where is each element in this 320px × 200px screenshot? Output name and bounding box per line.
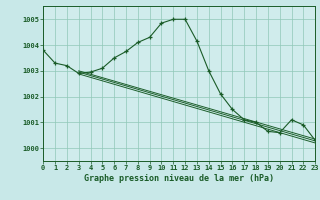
X-axis label: Graphe pression niveau de la mer (hPa): Graphe pression niveau de la mer (hPa)	[84, 174, 274, 183]
